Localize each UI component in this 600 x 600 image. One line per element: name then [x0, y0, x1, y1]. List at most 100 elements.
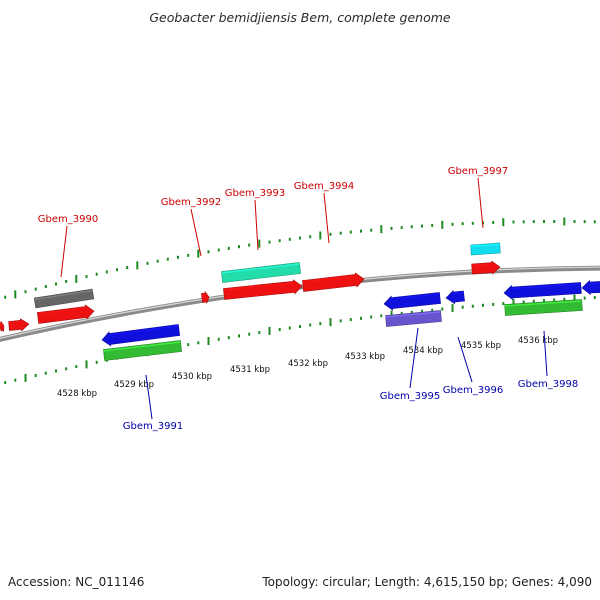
gene-feature-gbem-3991-cds[interactable]: [101, 324, 181, 347]
minor-tick: [116, 268, 118, 272]
minor-tick: [34, 287, 37, 291]
kbp-tick-label: 4534 kbp: [403, 346, 443, 356]
gene-feature-gbem-3995-cds[interactable]: [383, 292, 441, 311]
minor-tick: [248, 243, 251, 247]
kbp-tick-label: 4535 kbp: [461, 341, 501, 351]
minor-tick: [532, 299, 535, 303]
map-title: Geobacter bemidjiensis Bem, complete gen…: [149, 10, 451, 25]
gene-label-leader: [254, 199, 259, 251]
minor-tick: [95, 360, 98, 364]
minor-tick: [400, 311, 403, 315]
minor-tick: [4, 381, 7, 385]
minor-tick: [288, 237, 291, 241]
gene-label-gbem-3996[interactable]: Gbem_3996: [443, 385, 503, 396]
minor-tick: [431, 308, 434, 312]
gene-label-gbem-3995[interactable]: Gbem_3995: [380, 391, 440, 402]
minor-tick: [441, 307, 444, 311]
minor-tick: [85, 275, 88, 279]
gene-feature-partial-left[interactable]: [0, 320, 5, 332]
forward-gene-labels: Gbem_3990 Gbem_3992 Gbem_3993 Gbem_3994 …: [38, 166, 508, 278]
minor-tick: [217, 337, 220, 341]
minor-tick: [380, 314, 383, 318]
minor-tick: [512, 220, 515, 224]
minor-tick: [421, 224, 423, 228]
minor-tick: [492, 221, 495, 224]
minor-tick: [461, 222, 464, 226]
minor-tick: [268, 240, 271, 244]
minor-tick: [349, 230, 352, 234]
gene-feature-small-red[interactable]: [8, 318, 30, 332]
minor-tick: [166, 257, 169, 261]
minor-tick: [75, 365, 78, 369]
minor-tick: [400, 226, 403, 230]
gene-feature-gbem-3990-gray[interactable]: [33, 288, 95, 309]
minor-tick: [319, 322, 322, 326]
minor-tick: [126, 266, 129, 269]
gene-label-gbem-3993[interactable]: Gbem_3993: [225, 188, 285, 199]
kbp-tick-label: 4528 kbp: [57, 389, 97, 399]
gene-feature-gbem-3990-cds[interactable]: [36, 304, 95, 324]
major-tick: [268, 327, 271, 335]
major-tick: [319, 231, 322, 240]
minor-tick: [370, 228, 373, 232]
gene-label-leader: [457, 336, 473, 383]
minor-tick: [299, 325, 301, 328]
minor-tick: [390, 226, 393, 230]
minor-tick: [339, 231, 342, 235]
minor-tick: [502, 302, 505, 306]
minor-tick: [492, 302, 495, 306]
gene-feature-gbem-3998-cds[interactable]: [503, 282, 582, 301]
gene-feature-gbem-3991-rna[interactable]: [103, 340, 182, 361]
gene-feature-gbem-3997-cds[interactable]: [471, 260, 501, 275]
minor-tick: [349, 318, 352, 322]
gene-feature-gbem-3997-cyan[interactable]: [470, 242, 501, 256]
minor-tick: [44, 371, 47, 375]
minor-tick: [146, 261, 149, 265]
minor-tick: [593, 296, 596, 299]
gene-feature-gbem-3994-cds[interactable]: [302, 272, 365, 292]
gene-label-gbem-3994[interactable]: Gbem_3994: [294, 181, 354, 192]
minor-tick: [451, 222, 454, 226]
minor-tick: [410, 310, 413, 314]
minor-tick: [14, 378, 17, 382]
minor-tick: [593, 220, 596, 224]
minor-tick: [34, 374, 37, 377]
kbp-tick-label: 4531 kbp: [230, 365, 270, 375]
minor-tick: [471, 304, 474, 308]
major-tick: [573, 294, 576, 303]
major-tick: [207, 337, 210, 345]
major-tick: [85, 360, 88, 369]
gene-feature-gbem-3998-rna[interactable]: [504, 299, 583, 316]
gene-feature-gbem-3992[interactable]: [201, 291, 210, 304]
minor-tick: [44, 285, 47, 288]
gene-feature-gbem-3993-cds[interactable]: [223, 279, 303, 300]
gene-feature-right-edge[interactable]: [581, 279, 600, 296]
major-tick: [380, 225, 383, 234]
minor-tick: [563, 297, 566, 301]
major-tick: [197, 249, 200, 258]
minor-tick: [217, 248, 220, 252]
minor-tick: [309, 323, 312, 327]
gene-feature-gbem-3995-slate[interactable]: [385, 310, 442, 327]
major-tick: [390, 310, 393, 319]
minor-tick: [105, 270, 108, 274]
gene-label-gbem-3997[interactable]: Gbem_3997: [448, 166, 508, 177]
minor-tick: [482, 303, 484, 307]
gene-label-gbem-3992[interactable]: Gbem_3992: [161, 197, 221, 208]
minor-tick: [299, 236, 301, 240]
minor-tick: [177, 255, 179, 259]
gene-label-leader: [409, 327, 419, 389]
gene-label-gbem-3991[interactable]: Gbem_3991: [123, 421, 183, 432]
major-tick: [451, 304, 454, 313]
major-tick: [512, 298, 515, 307]
minor-tick: [431, 223, 434, 227]
kbp-tick-label: 4530 kbp: [172, 372, 212, 382]
gene-feature-gbem-3993-rna[interactable]: [221, 262, 301, 283]
gene-label-gbem-3990[interactable]: Gbem_3990: [38, 214, 98, 225]
minor-tick: [4, 295, 7, 299]
gene-label-gbem-3998[interactable]: Gbem_3998: [518, 379, 578, 390]
gene-label-leader: [543, 330, 548, 377]
minor-tick: [522, 300, 525, 304]
gene-feature-gbem-3996-cds[interactable]: [445, 290, 465, 305]
minor-tick: [248, 332, 251, 336]
